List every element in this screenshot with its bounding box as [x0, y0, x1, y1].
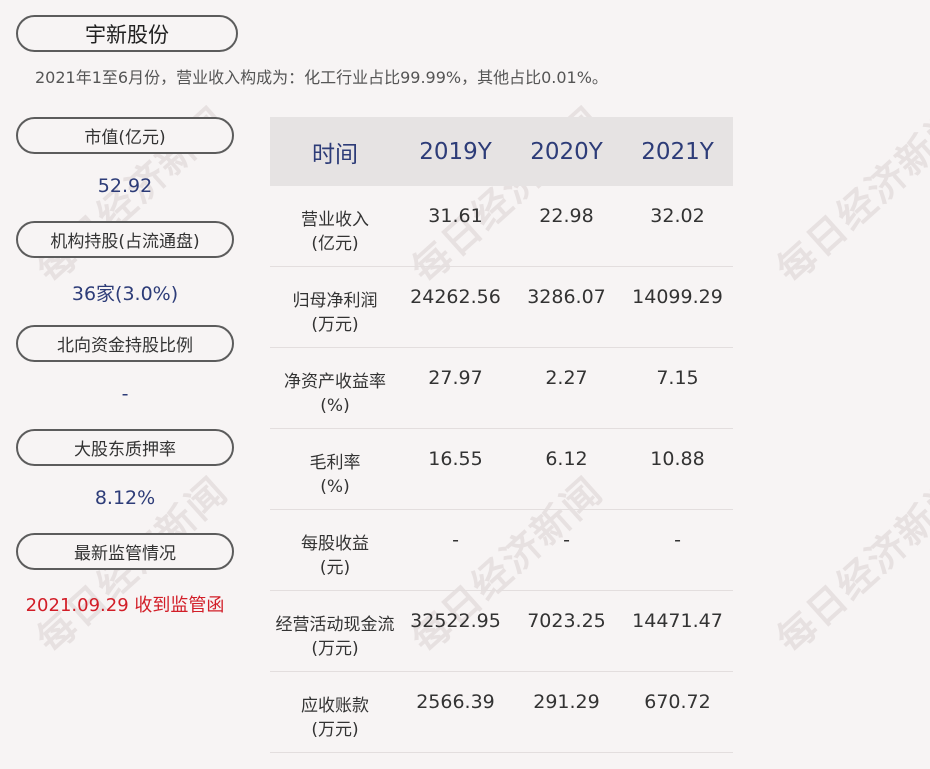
- regulatory-status-label: 最新监管情况: [16, 533, 234, 570]
- table-cell: 7023.25: [527, 610, 606, 632]
- market-cap-label: 市值(亿元): [16, 117, 234, 154]
- financial-table: 时间 2019Y 2020Y 2021Y 营业收入 (亿元) 31.61 22.9…: [270, 117, 733, 753]
- row-label: 经营活动现金流 (万元): [275, 615, 395, 659]
- revenue-summary: 2021年1至6月份，营业收入构成为：化工行业占比99.99%，其他占比0.01…: [35, 68, 608, 87]
- row-label: 毛利率 (%): [309, 453, 361, 497]
- table-cell: 6.12: [545, 448, 588, 470]
- table-cell: -: [452, 529, 459, 551]
- table-cell: 291.29: [533, 691, 600, 713]
- table-cell: 7.15: [656, 367, 699, 389]
- institutional-holding-label: 机构持股(占流通盘): [16, 221, 234, 258]
- northbound-holding-label: 北向资金持股比例: [16, 325, 234, 362]
- table-cell: 22.98: [539, 205, 594, 227]
- pledge-ratio-value: 8.12%: [94, 487, 156, 509]
- table-cell: 2566.39: [416, 691, 495, 713]
- table-cell: 31.61: [428, 205, 483, 227]
- market-cap-value: 52.92: [97, 175, 153, 197]
- table-cell: 16.55: [428, 448, 483, 470]
- table-cell: 32.02: [650, 205, 705, 227]
- header-year: 2021Y: [641, 138, 714, 165]
- table-header: 时间 2019Y 2020Y 2021Y: [270, 117, 733, 186]
- row-label: 净资产收益率 (%): [284, 372, 386, 416]
- table-cell: -: [674, 529, 681, 551]
- header-time: 时间: [312, 141, 358, 168]
- pledge-ratio-label: 大股东质押率: [16, 429, 234, 466]
- table-cell: 10.88: [650, 448, 705, 470]
- table-row: 营业收入 (亿元) 31.61 22.98 32.02: [270, 186, 733, 267]
- watermark: 每日经济新闻: [767, 97, 930, 292]
- row-label: 应收账款 (万元): [301, 696, 369, 740]
- table-cell: 32522.95: [410, 610, 501, 632]
- institutional-holding-value: 36家(3.0%): [71, 283, 179, 305]
- table-cell: 14471.47: [632, 610, 723, 632]
- table-cell: -: [563, 529, 570, 551]
- header-year: 2019Y: [419, 138, 492, 165]
- table-cell: 14099.29: [632, 286, 723, 308]
- northbound-holding-value: -: [121, 383, 129, 405]
- table-cell: 3286.07: [527, 286, 606, 308]
- table-row: 毛利率 (%) 16.55 6.12 10.88: [270, 429, 733, 510]
- header-year: 2020Y: [530, 138, 603, 165]
- row-label: 营业收入 (亿元): [301, 210, 369, 254]
- table-row: 归母净利润 (万元) 24262.56 3286.07 14099.29: [270, 267, 733, 348]
- regulatory-status-value: 2021.09.29 收到监管函: [25, 595, 225, 616]
- table-cell: 670.72: [644, 691, 711, 713]
- table-row: 每股收益 (元) - - -: [270, 510, 733, 591]
- table-cell: 27.97: [428, 367, 483, 389]
- table-row: 应收账款 (万元) 2566.39 291.29 670.72: [270, 672, 733, 753]
- company-title: 宇新股份: [16, 15, 238, 52]
- watermark: 每日经济新闻: [767, 467, 930, 662]
- table-row: 净资产收益率 (%) 27.97 2.27 7.15: [270, 348, 733, 429]
- table-row: 经营活动现金流 (万元) 32522.95 7023.25 14471.47: [270, 591, 733, 672]
- row-label: 归母净利润 (万元): [292, 291, 378, 335]
- table-cell: 24262.56: [410, 286, 501, 308]
- table-cell: 2.27: [545, 367, 588, 389]
- row-label: 每股收益 (元): [301, 534, 369, 578]
